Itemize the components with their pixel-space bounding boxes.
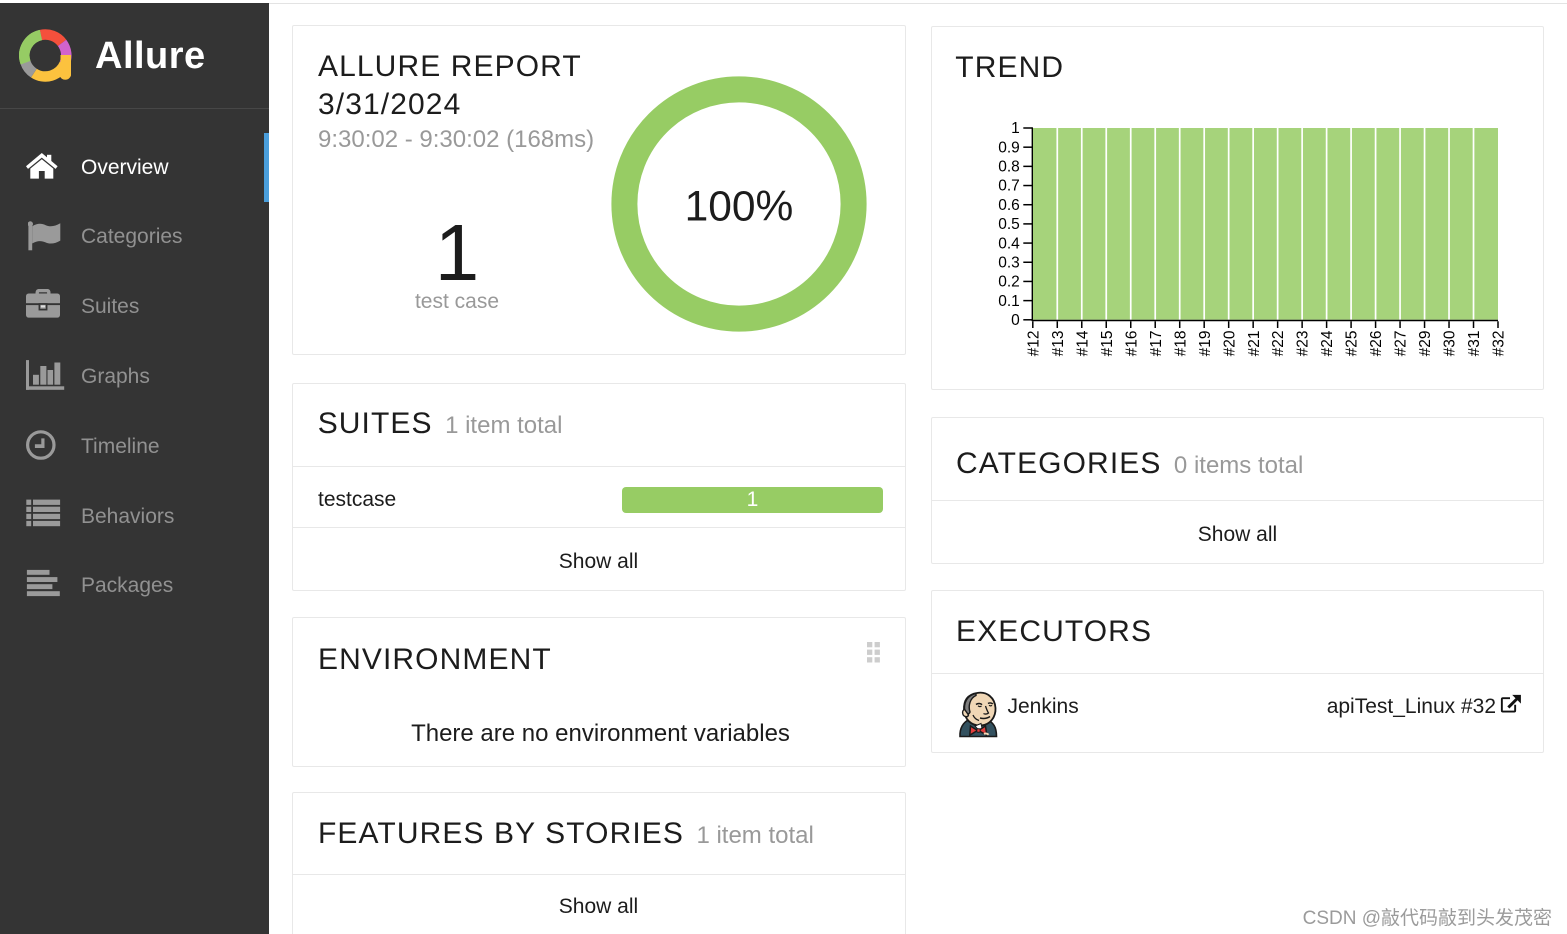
svg-text:0.2: 0.2: [998, 273, 1020, 290]
svg-text:#19: #19: [1197, 330, 1214, 356]
svg-text:#15: #15: [1099, 330, 1116, 356]
svg-text:0.8: 0.8: [998, 158, 1020, 175]
svg-text:0.7: 0.7: [998, 177, 1020, 194]
svg-text:0.9: 0.9: [998, 139, 1020, 156]
svg-text:0: 0: [1011, 312, 1020, 329]
svg-text:#30: #30: [1442, 330, 1459, 356]
svg-text:#29: #29: [1417, 330, 1434, 356]
svg-text:0.6: 0.6: [998, 196, 1020, 213]
svg-text:#32: #32: [1491, 330, 1508, 356]
svg-text:#13: #13: [1050, 330, 1067, 356]
svg-text:#22: #22: [1270, 330, 1287, 356]
svg-text:#16: #16: [1123, 330, 1140, 356]
svg-text:#12: #12: [1025, 330, 1042, 356]
svg-text:#31: #31: [1466, 330, 1483, 356]
svg-text:#21: #21: [1246, 330, 1263, 356]
svg-text:0.5: 0.5: [998, 216, 1020, 233]
svg-text:0.4: 0.4: [998, 235, 1020, 252]
svg-text:#20: #20: [1221, 330, 1238, 356]
svg-text:#23: #23: [1295, 330, 1312, 356]
svg-text:#14: #14: [1074, 330, 1091, 356]
svg-text:#17: #17: [1148, 330, 1165, 356]
svg-text:#18: #18: [1172, 330, 1189, 356]
svg-text:#24: #24: [1319, 330, 1336, 356]
svg-text:#25: #25: [1344, 330, 1361, 356]
svg-text:1: 1: [1011, 120, 1020, 137]
svg-text:0.3: 0.3: [998, 254, 1020, 271]
svg-text:100%: 100%: [684, 184, 793, 231]
svg-text:#27: #27: [1393, 330, 1410, 356]
svg-text:0.1: 0.1: [998, 292, 1020, 309]
svg-text:#26: #26: [1368, 330, 1385, 356]
